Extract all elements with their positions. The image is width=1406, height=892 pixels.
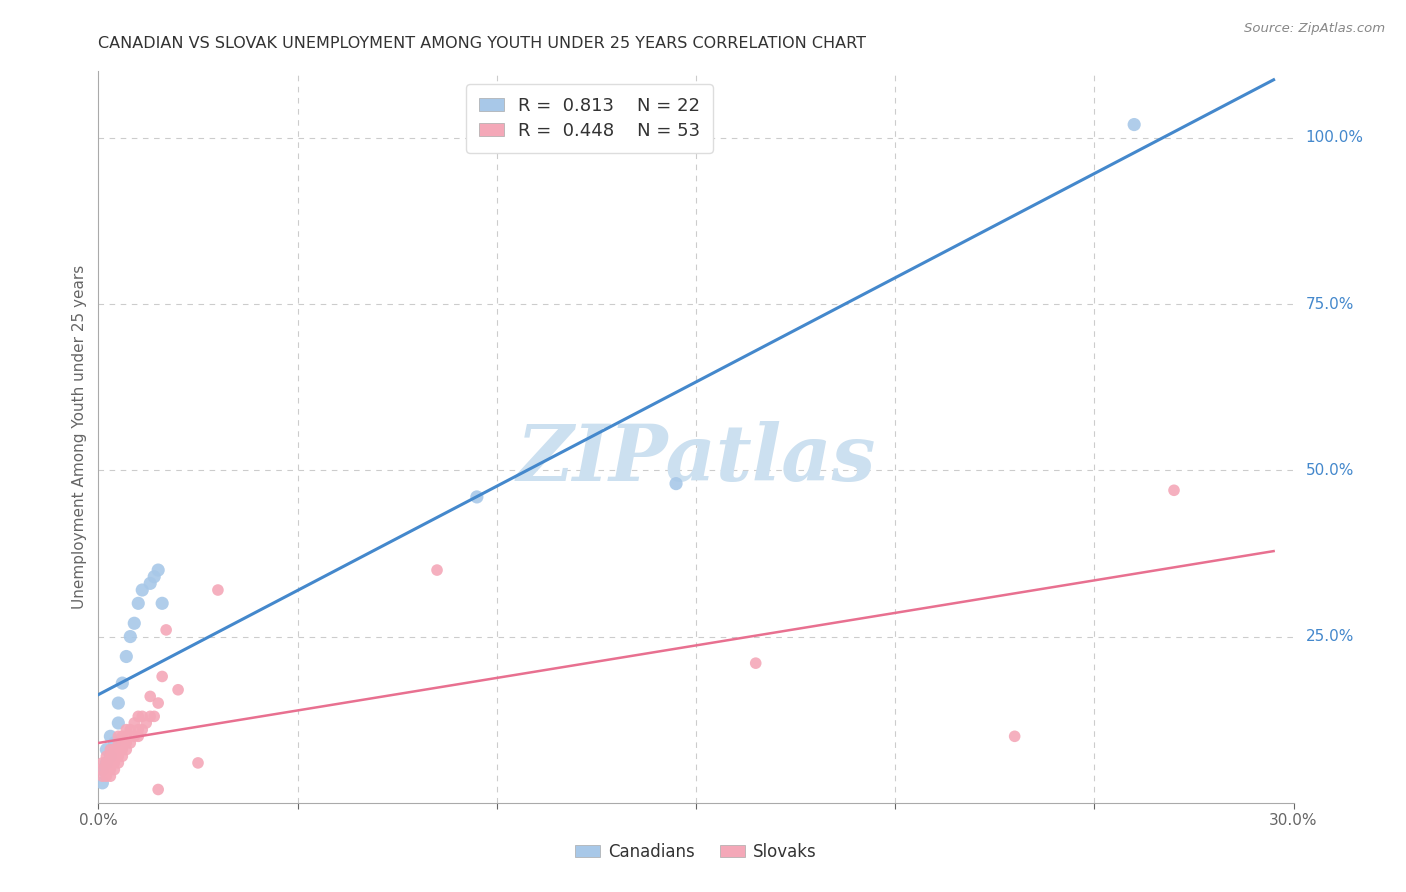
Point <box>107 756 129 770</box>
Point <box>115 736 138 750</box>
Point <box>111 676 134 690</box>
Point <box>98 769 122 783</box>
Text: ZIPatlas: ZIPatlas <box>516 421 876 497</box>
Point <box>148 782 170 797</box>
Point <box>148 563 170 577</box>
Point <box>131 709 153 723</box>
Point <box>96 756 118 770</box>
Point <box>124 716 146 731</box>
Point <box>98 749 122 764</box>
Point <box>1163 483 1185 498</box>
Point <box>98 756 122 770</box>
Point <box>120 723 142 737</box>
Point <box>96 742 118 756</box>
Point <box>98 763 122 777</box>
Point <box>665 476 688 491</box>
Text: 50.0%: 50.0% <box>1305 463 1354 478</box>
Point <box>107 729 129 743</box>
Point <box>120 630 142 644</box>
Point <box>91 769 114 783</box>
Point <box>115 729 138 743</box>
Point <box>91 763 114 777</box>
Point <box>148 696 170 710</box>
Point <box>111 749 134 764</box>
Point <box>143 570 166 584</box>
Point <box>139 690 162 704</box>
Point <box>107 696 129 710</box>
Text: 25.0%: 25.0% <box>1305 629 1354 644</box>
Point <box>96 763 118 777</box>
Text: 100.0%: 100.0% <box>1305 130 1364 145</box>
Point <box>150 669 173 683</box>
Point <box>98 742 122 756</box>
Legend: Canadians, Slovaks: Canadians, Slovaks <box>568 837 824 868</box>
Point <box>96 756 118 770</box>
Point <box>139 576 162 591</box>
Point <box>167 682 190 697</box>
Point <box>124 616 146 631</box>
Point <box>91 756 114 770</box>
Point <box>96 769 118 783</box>
Point <box>127 709 149 723</box>
Point <box>124 729 146 743</box>
Point <box>127 596 149 610</box>
Point <box>115 649 138 664</box>
Point <box>107 716 129 731</box>
Point <box>426 563 449 577</box>
Point <box>98 749 122 764</box>
Point <box>131 582 153 597</box>
Text: 75.0%: 75.0% <box>1305 297 1354 311</box>
Point <box>103 756 125 770</box>
Text: Source: ZipAtlas.com: Source: ZipAtlas.com <box>1244 22 1385 36</box>
Point <box>96 749 118 764</box>
Point <box>107 736 129 750</box>
Point <box>107 749 129 764</box>
Point <box>111 736 134 750</box>
Point <box>143 709 166 723</box>
Point <box>103 736 125 750</box>
Point <box>1123 118 1146 132</box>
Point <box>139 709 162 723</box>
Point <box>91 763 114 777</box>
Point <box>465 490 488 504</box>
Point <box>150 596 173 610</box>
Point <box>111 729 134 743</box>
Point <box>98 729 122 743</box>
Point <box>103 749 125 764</box>
Point <box>103 763 125 777</box>
Point <box>131 723 153 737</box>
Point <box>127 729 149 743</box>
Point <box>127 723 149 737</box>
Point <box>207 582 229 597</box>
Point <box>91 776 114 790</box>
Point <box>120 736 142 750</box>
Point <box>111 742 134 756</box>
Point <box>135 716 157 731</box>
Point <box>115 723 138 737</box>
Point <box>155 623 177 637</box>
Point <box>103 742 125 756</box>
Y-axis label: Unemployment Among Youth under 25 years: Unemployment Among Youth under 25 years <box>72 265 87 609</box>
Point <box>187 756 209 770</box>
Point <box>745 656 768 670</box>
Point <box>1004 729 1026 743</box>
Point <box>115 742 138 756</box>
Text: CANADIAN VS SLOVAK UNEMPLOYMENT AMONG YOUTH UNDER 25 YEARS CORRELATION CHART: CANADIAN VS SLOVAK UNEMPLOYMENT AMONG YO… <box>98 36 866 51</box>
Point <box>107 742 129 756</box>
